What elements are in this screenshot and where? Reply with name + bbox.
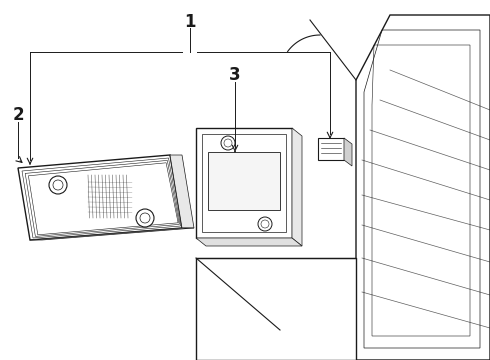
Circle shape	[136, 209, 154, 227]
Polygon shape	[18, 155, 182, 240]
Polygon shape	[356, 15, 490, 360]
Polygon shape	[196, 238, 302, 246]
Text: 1: 1	[184, 13, 196, 31]
Circle shape	[258, 217, 272, 231]
Polygon shape	[170, 155, 194, 228]
Polygon shape	[30, 228, 194, 240]
Circle shape	[53, 180, 63, 190]
Text: 2: 2	[12, 106, 24, 124]
Circle shape	[140, 213, 150, 223]
Circle shape	[224, 139, 232, 147]
Circle shape	[49, 176, 67, 194]
Polygon shape	[344, 138, 352, 166]
Circle shape	[261, 220, 269, 228]
Polygon shape	[196, 258, 356, 360]
Circle shape	[221, 136, 235, 150]
Polygon shape	[318, 138, 344, 160]
Polygon shape	[292, 128, 302, 246]
Polygon shape	[208, 152, 280, 210]
Text: 3: 3	[229, 66, 241, 84]
Polygon shape	[196, 128, 292, 238]
